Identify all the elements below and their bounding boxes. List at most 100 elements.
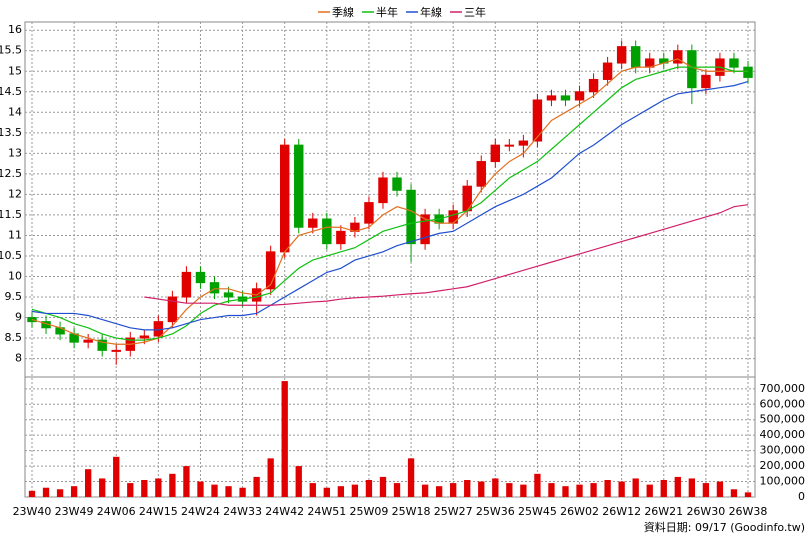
- y-tick-label: 9.5: [5, 290, 23, 303]
- x-tick-label: 24W24: [181, 505, 220, 518]
- candle-body: [294, 144, 304, 228]
- y-tick-label: 14.5: [0, 85, 22, 98]
- candle-body: [743, 66, 753, 78]
- volume-bar: [42, 487, 50, 497]
- y-tick-label: 11: [8, 228, 22, 241]
- plot-frame: [24, 21, 756, 498]
- x-tick-label: 25W27: [434, 505, 473, 518]
- volume-tick-label: 200,000: [760, 459, 806, 472]
- volume-bar: [632, 478, 639, 497]
- candle-body: [322, 218, 332, 245]
- candle-body: [532, 99, 543, 142]
- volume-bar: [141, 480, 148, 497]
- candle-body: [195, 271, 206, 284]
- volume-tick-label: 400,000: [760, 428, 806, 441]
- candle-body: [336, 230, 346, 245]
- volume-bar: [534, 473, 541, 497]
- y-tick-label: 8.5: [5, 331, 23, 344]
- x-tick-label: 24W06: [97, 505, 136, 518]
- volume-tick-label: 700,000: [760, 382, 806, 395]
- volume-bar: [674, 476, 681, 497]
- x-tick-label: 23W49: [55, 505, 94, 518]
- volume-bar: [702, 483, 710, 497]
- legend-label: 季線: [332, 5, 354, 19]
- volume-bar: [576, 484, 583, 497]
- volume-bar: [646, 484, 653, 497]
- volume-bar: [225, 486, 232, 497]
- candle-body: [392, 177, 402, 191]
- candle-body: [167, 296, 178, 323]
- volume-bar: [365, 480, 373, 497]
- volume-bar: [618, 481, 625, 497]
- x-tick-label: 24W33: [223, 505, 262, 518]
- volume-bar: [421, 484, 429, 497]
- volume-bar: [464, 480, 471, 497]
- candle-body: [490, 144, 501, 163]
- volume-bar: [351, 484, 359, 497]
- legend-label: 三年: [464, 5, 486, 19]
- candle-body: [209, 282, 220, 294]
- y-tick-label: 15: [8, 64, 22, 77]
- x-tick-label: 26W30: [686, 505, 725, 518]
- volume-bar: [590, 483, 597, 497]
- x-tick-label: 26W12: [602, 505, 641, 518]
- volume-bar: [478, 481, 485, 497]
- candle-body: [574, 91, 585, 101]
- volume-bar: [520, 484, 527, 497]
- volume-bar: [197, 481, 204, 497]
- volume-tick-label: 300,000: [760, 444, 806, 457]
- volume-bar: [267, 458, 274, 497]
- candle-body: [364, 202, 374, 224]
- volume-bar: [99, 478, 106, 497]
- y-tick-label: 11.5: [0, 208, 22, 221]
- y-tick-label: 8: [15, 352, 22, 365]
- volume-bar: [295, 466, 302, 497]
- candle-body: [588, 78, 599, 93]
- candle-body: [687, 50, 697, 89]
- volume-bar: [211, 484, 218, 497]
- candle-body: [308, 218, 318, 228]
- candle-body: [265, 251, 276, 290]
- candle-body: [729, 58, 739, 68]
- y-tick-label: 13: [8, 146, 22, 159]
- candle-body: [139, 335, 150, 339]
- volume-bar: [730, 489, 738, 497]
- x-tick-label: 26W21: [644, 505, 683, 518]
- volume-bar: [337, 486, 345, 497]
- volume-tick-label: 500,000: [760, 413, 806, 426]
- volume-bar: [660, 480, 667, 497]
- volume-bar: [239, 487, 246, 497]
- volume-bar: [70, 486, 78, 497]
- volume-bar: [716, 481, 724, 497]
- candle-body: [630, 46, 641, 68]
- volume-bar: [127, 483, 134, 497]
- candle-body: [602, 62, 613, 80]
- volume-bar: [323, 487, 330, 497]
- x-tick-label: 25W09: [350, 505, 389, 518]
- candle-body: [476, 161, 486, 187]
- candle-body: [546, 95, 557, 101]
- legend-label: 年線: [420, 5, 442, 19]
- ma-line: [31, 66, 748, 341]
- volume-tick-label: 600,000: [760, 397, 806, 410]
- x-tick-label: 24W51: [307, 505, 346, 518]
- volume-bar: [435, 486, 443, 497]
- y-tick-label: 13.5: [0, 126, 22, 139]
- candle-body: [560, 95, 571, 101]
- candle-body: [378, 177, 388, 204]
- candle-body: [223, 292, 234, 298]
- y-tick-label: 9: [15, 311, 22, 324]
- ma-line: [31, 58, 748, 345]
- y-tick-label: 12.5: [0, 167, 22, 180]
- volume-bar: [169, 473, 176, 497]
- y-tick-label: 10.5: [0, 249, 22, 262]
- volume-bar: [492, 478, 499, 497]
- volume-bar: [281, 381, 288, 497]
- volume-bar: [744, 492, 752, 497]
- candle-body: [181, 271, 192, 298]
- ma-line: [144, 204, 749, 306]
- y-tick-label: 10: [8, 269, 22, 282]
- x-tick-label: 26W02: [560, 505, 599, 518]
- candle-body: [673, 50, 683, 64]
